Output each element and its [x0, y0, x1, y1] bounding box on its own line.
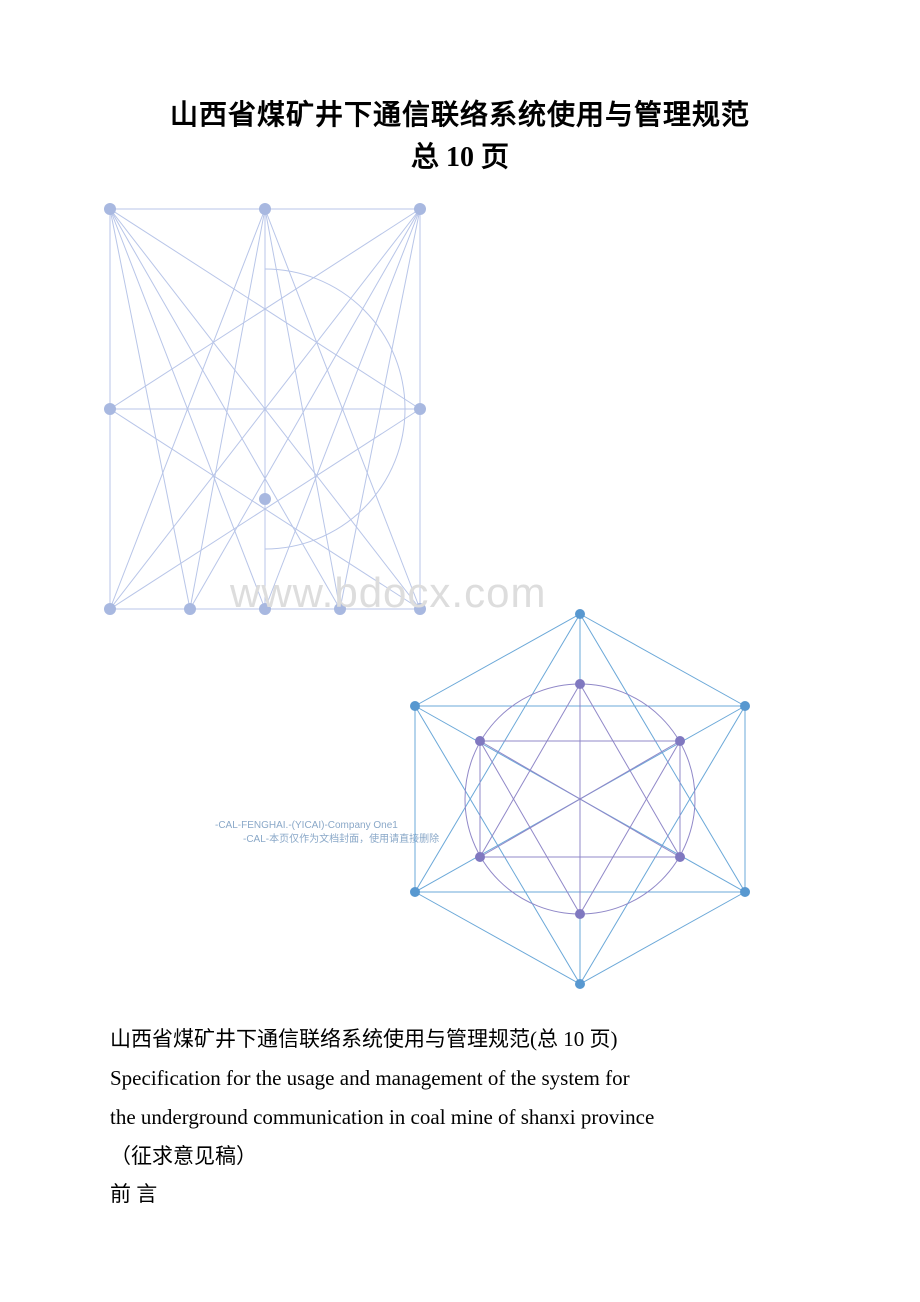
page-subtitle: 总 10 页: [0, 137, 920, 179]
body-line-4: （征求意见稿）: [110, 1137, 820, 1176]
body-line-2: Specification for the usage and manageme…: [110, 1059, 820, 1098]
page-title: 山西省煤矿井下通信联络系统使用与管理规范: [0, 0, 920, 137]
body-line-3: the underground communication in coal mi…: [110, 1098, 820, 1137]
body-line-1: 山西省煤矿井下通信联络系统使用与管理规范(总 10 页): [110, 1020, 820, 1059]
network-diagram-2: [380, 599, 780, 999]
body-line-5: 前 言: [110, 1175, 820, 1214]
network-diagram-1: [100, 199, 430, 619]
graphics-area: www.bdocx.com -CAL-FENGHAI.-(YICAI)-Comp…: [0, 199, 920, 919]
body-text: 山西省煤矿井下通信联络系统使用与管理规范(总 10 页) Specificati…: [110, 1020, 820, 1214]
